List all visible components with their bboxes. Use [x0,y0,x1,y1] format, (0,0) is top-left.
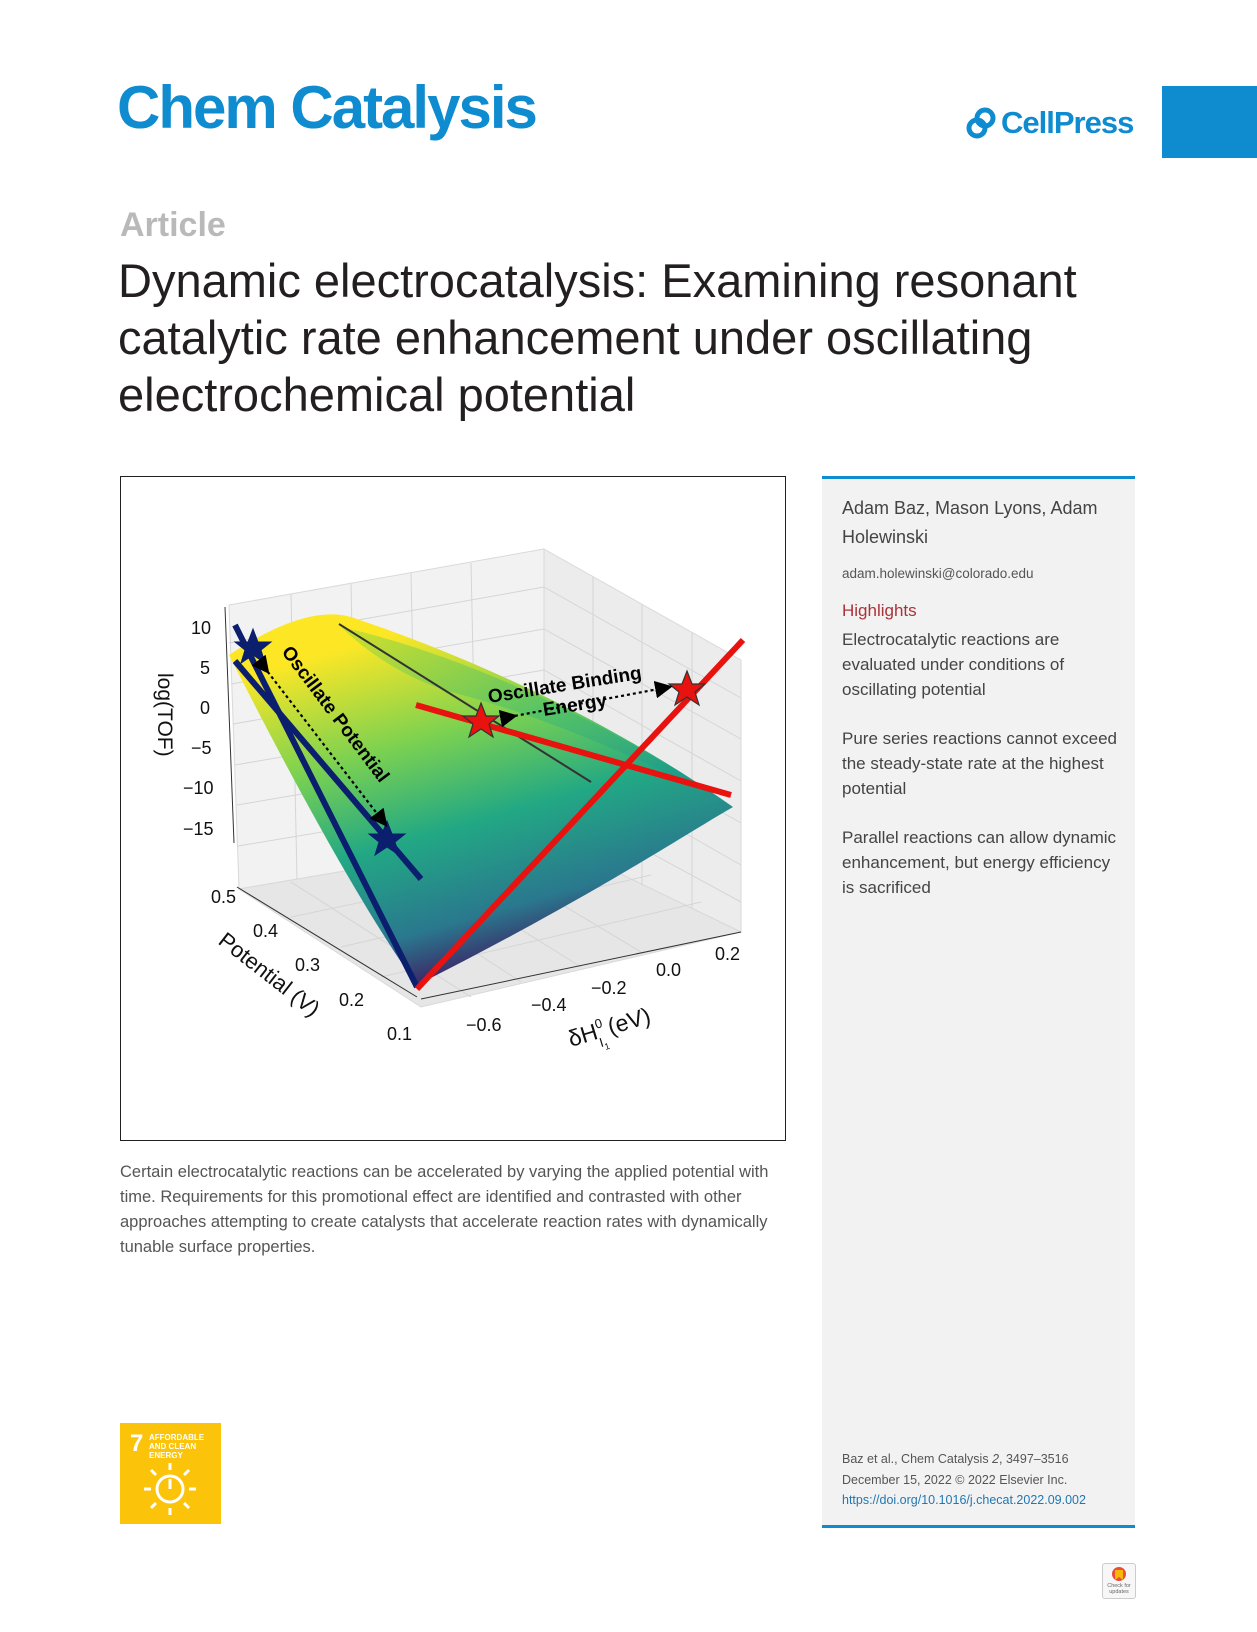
red-star-right [667,669,707,707]
binding-axis-sub: I [598,1035,606,1050]
binding-axis-subsub: 1 [603,1041,611,1052]
journal-title: Chem Catalysis [117,74,538,141]
check-for-updates-badge[interactable]: Check for updates [1102,1563,1136,1599]
z-tick: 10 [191,618,211,638]
highlights-title: Highlights [842,601,917,620]
citation-date: December 15, 2022 © 2022 Elsevier Inc. [842,1472,1068,1487]
binding-axis-sup: 0 [593,1015,604,1031]
binding-tick: −0.4 [531,995,567,1015]
article-type: Article [120,206,226,244]
z-tick: 0 [200,698,210,718]
summary-text: Certain electrocatalytic reactions can b… [120,1163,769,1256]
blue-star-low [367,819,407,857]
binding-tick: −0.2 [591,978,627,998]
binding-tick: 0.0 [656,960,681,980]
z-tick: −15 [183,819,214,839]
graphical-abstract: Oscillate Potential Oscillate Binding En… [120,476,786,1141]
binding-tick: 0.2 [715,944,740,964]
article-sidebar: Adam Baz, Mason Lyons, Adam Holewinski a… [822,476,1135,1528]
citation-volume: 2 [992,1452,1000,1466]
sdg-number: 7 [130,1430,144,1457]
bookmark-icon [1112,1567,1126,1581]
cellpress-logo[interactable]: CellPress [965,105,1134,141]
potential-tick: 0.1 [387,1024,412,1044]
potential-tick: 0.5 [211,887,236,907]
z-tick: −5 [191,738,212,758]
highlight-item: Parallel reactions can allow dynamic enh… [842,828,1117,897]
potential-arrow [251,654,388,827]
svg-text:δH0I1(eV): δH0I1(eV) [565,1001,657,1061]
article-title: Dynamic electrocatalysis: Examining reso… [118,254,1077,421]
check-for-updates-label: Check for updates [1107,1583,1131,1595]
highlight-item: Pure series reactions cannot exceed the … [842,729,1117,798]
surface-plot: Oscillate Potential Oscillate Binding En… [153,548,746,1061]
doi-link[interactable]: https://doi.org/10.1016/j.checat.2022.09… [842,1493,1086,1507]
z-axis: 10 5 0 −5 −10 −15 log(TOF) [153,606,235,844]
z-axis-label: log(TOF) [153,673,176,757]
sdg-label: AFFORDABLE AND CLEAN ENERGY [149,1433,205,1460]
potential-tick: 0.2 [339,990,364,1010]
citation-block: Baz et al., Chem Catalysis 2, 3497–3516 … [842,1449,1086,1511]
binding-axis: −0.6 −0.4 −0.2 0.0 0.2 δH0I1(eV) [420,931,742,1061]
z-tick: 5 [200,658,210,678]
binding-tick: −0.6 [466,1015,502,1035]
publisher-name: CellPress [1001,105,1134,140]
potential-tick: 0.4 [253,921,278,941]
sun-power-icon [144,1463,196,1515]
citation-prefix: Baz et al., Chem Catalysis [842,1452,993,1466]
highlights-list: Electrocatalytic reactions are evaluated… [842,627,1122,924]
z-tick: −10 [183,778,214,798]
binding-axis-unit: (eV) [604,1002,653,1040]
correspondence-email[interactable]: adam.holewinski@colorado.edu [842,566,1034,581]
red-star-left [461,701,501,739]
sdg-badge: 7 AFFORDABLE AND CLEAN ENERGY [120,1423,221,1524]
authors: Adam Baz, Mason Lyons, Adam Holewinski [842,498,1098,547]
binding-arrow [498,680,673,728]
citation-line: Baz et al., Chem Catalysis 2, 3497–3516 [842,1449,1086,1470]
potential-tick: 0.3 [295,955,320,975]
section-tab [1162,86,1257,158]
citation-pages: , 3497–3516 [999,1452,1069,1466]
highlight-item: Electrocatalytic reactions are evaluated… [842,630,1065,699]
cellpress-icon [966,107,996,139]
